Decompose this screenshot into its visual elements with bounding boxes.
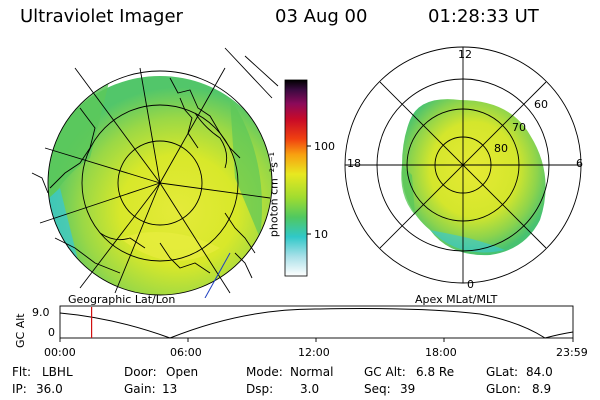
colorbar-tick-100: 100 <box>314 140 335 153</box>
geo-grid <box>39 47 279 296</box>
mlt-label-0: 0 <box>467 278 474 291</box>
timeline-y-zero: 0 <box>48 326 55 339</box>
timeline-tick-1200: 12:00 <box>298 346 330 359</box>
colorbar-tick-10: 10 <box>314 228 328 241</box>
lat-label-70: 70 <box>512 121 526 134</box>
colorbar-gradient <box>284 79 308 277</box>
seq-value: 39 <box>400 382 416 396</box>
altitude-curve <box>59 308 574 339</box>
dsp-label: Dsp: <box>246 382 274 396</box>
colorbar <box>284 79 311 277</box>
mlt-label-18: 18 <box>347 157 361 170</box>
gain-label: Gain: <box>124 382 156 396</box>
ip-label: IP: <box>12 382 27 396</box>
ip-value: 36.0 <box>36 382 63 396</box>
glat-label: GLat: <box>486 365 519 379</box>
door-label: Door: <box>124 365 157 379</box>
glon-value: 8.9 <box>532 382 552 396</box>
mag-grid <box>344 46 582 284</box>
timeline-tick-1800: 18:00 <box>425 346 457 359</box>
mode-value: Normal <box>290 365 334 379</box>
orbit-timeline <box>59 305 574 342</box>
colorbar-unit-label: photon cm⁻²s⁻¹ <box>267 151 281 238</box>
mlt-label-6: 6 <box>576 157 583 170</box>
timeline-y-max: 9.0 <box>32 306 50 319</box>
gain-value: 13 <box>162 382 178 396</box>
lat-label-60: 60 <box>534 98 548 111</box>
gcalt-label: GC Alt: <box>364 365 406 379</box>
geographic-image <box>31 47 279 298</box>
flt-value: LBHL <box>42 365 73 379</box>
dsp-value: 3.0 <box>300 382 320 396</box>
mlt-label-12: 12 <box>458 48 472 61</box>
timeline-tick-0000: 00:00 <box>44 346 76 359</box>
mode-label: Mode: <box>246 365 283 379</box>
geographic-panel-label: Geographic Lat/Lon <box>68 293 176 306</box>
magnetic-panel-label: Apex MLat/MLT <box>415 293 498 306</box>
glat-value: 84.0 <box>526 365 553 379</box>
timeline-frame <box>59 305 574 339</box>
lat-label-80: 80 <box>494 142 508 155</box>
door-value: Open <box>166 365 199 379</box>
timeline-tick-2359: 23:59 <box>556 346 588 359</box>
timeline-y-label: GC Alt <box>14 313 27 348</box>
mag-aurora-region <box>401 99 546 256</box>
timeline-x-ticks <box>59 338 574 342</box>
app-title: Ultraviolet Imager <box>20 6 183 27</box>
geo-terminator-line <box>204 252 231 298</box>
date-readout: 03 Aug 00 <box>275 6 368 27</box>
time-readout: 01:28:33 UT <box>428 6 539 27</box>
timeline-tick-0600: 06:00 <box>170 346 202 359</box>
magnetic-image <box>344 46 582 284</box>
glon-label: GLon: <box>486 382 521 396</box>
gcalt-value: 6.8 Re <box>416 365 455 379</box>
seq-label: Seq: <box>364 382 391 396</box>
flt-label: Flt: <box>12 365 31 379</box>
